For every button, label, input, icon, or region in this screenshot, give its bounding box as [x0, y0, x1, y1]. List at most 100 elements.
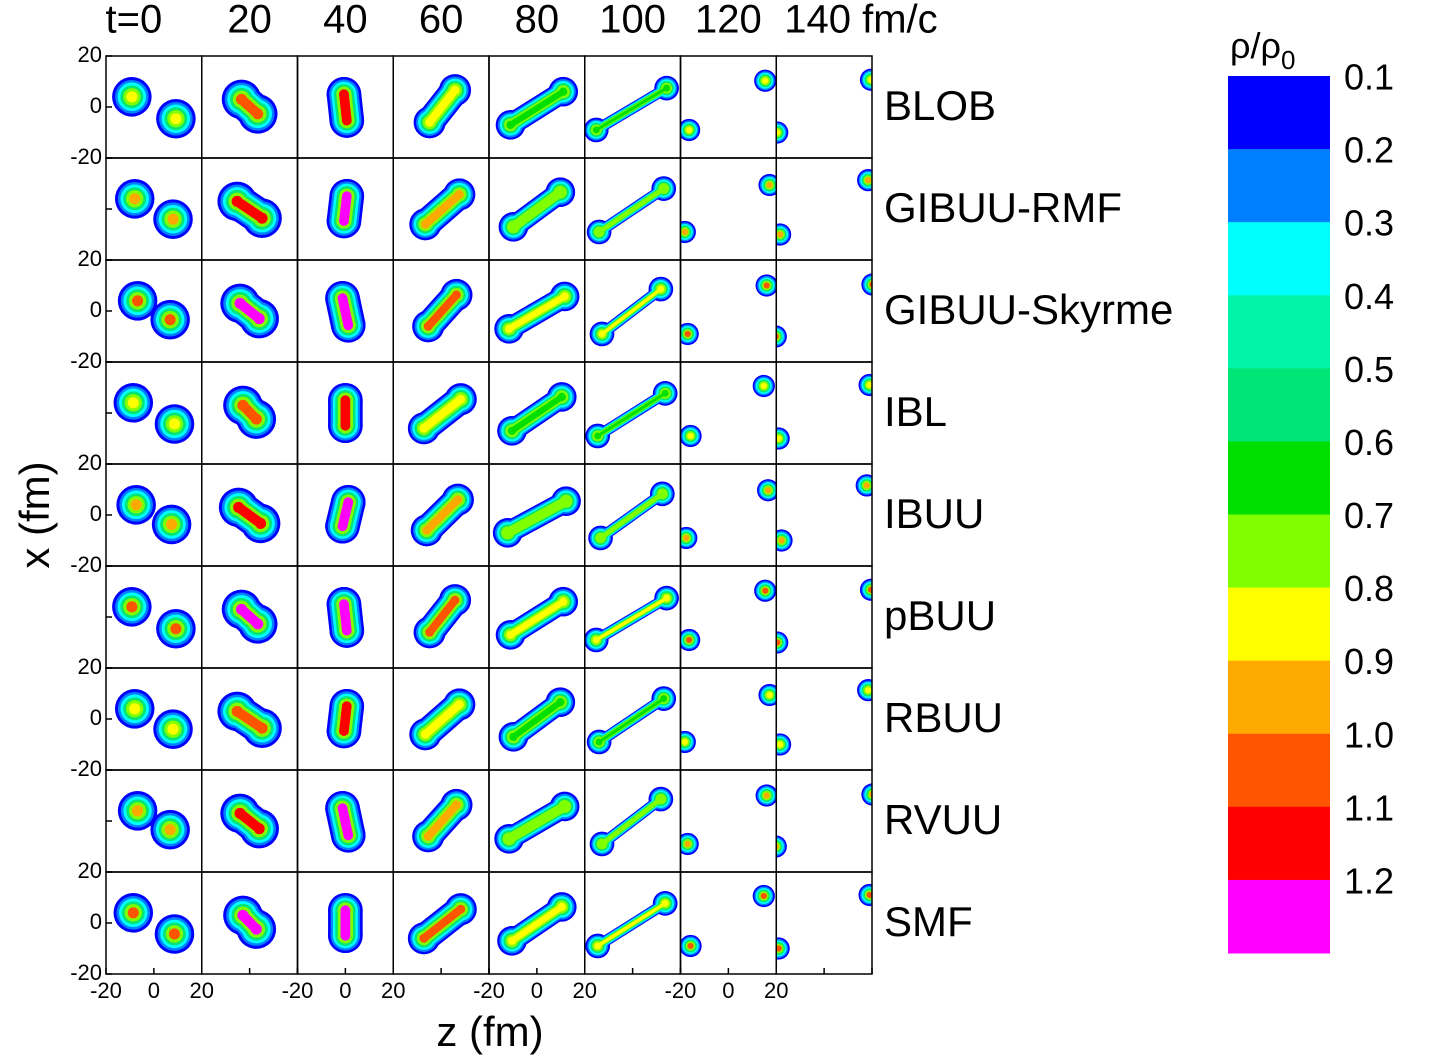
colorbar-label: 1.2: [1344, 860, 1394, 901]
x-tick-label: 20: [381, 978, 405, 1003]
density-contour: [253, 313, 265, 325]
y-tick-label: 0: [90, 93, 102, 118]
panel: [586, 686, 677, 755]
density-contour: [164, 824, 176, 836]
density-contour: [556, 698, 565, 707]
panel: [328, 382, 363, 444]
density-contour: [766, 691, 773, 699]
panel: [220, 793, 279, 849]
density-contour: [687, 432, 694, 440]
y-tick-label: 0: [90, 909, 102, 934]
density-contour: [422, 495, 462, 535]
density-contour: [450, 85, 460, 95]
density-contour: [255, 517, 267, 529]
density-contour: [598, 840, 606, 848]
panel: [117, 791, 190, 850]
density-contour: [867, 586, 872, 593]
density-contour: [419, 423, 429, 433]
y-tick-label: 20: [78, 246, 102, 271]
density-contour: [425, 117, 435, 127]
panel: [776, 474, 872, 552]
panel: [326, 688, 365, 749]
panel: [498, 177, 576, 242]
panel: [680, 579, 777, 652]
density-contour: [503, 528, 512, 538]
colorbar-band: [1228, 806, 1330, 881]
panel: [589, 786, 674, 857]
panel: [223, 385, 277, 439]
panel: [494, 281, 580, 344]
panel: [776, 273, 872, 348]
density-contour: [339, 599, 349, 610]
density-contour: [776, 129, 781, 136]
panel: [113, 893, 195, 954]
density-contour: [234, 807, 246, 819]
density-contour: [252, 108, 264, 120]
density-contour: [453, 495, 463, 505]
colorbar-label: 0.6: [1344, 422, 1394, 463]
y-tick-label: -20: [70, 552, 102, 577]
colorbar-title-main: ρ/ρ: [1230, 25, 1281, 66]
density-contour: [684, 840, 691, 848]
panel-frame: [679, 259, 777, 363]
density-contour: [419, 905, 465, 943]
density-contour: [661, 389, 669, 397]
density-contour: [600, 797, 663, 846]
density-contour: [166, 518, 178, 530]
density-contour: [597, 534, 605, 542]
density-contour: [561, 497, 571, 506]
panel: [326, 76, 365, 138]
density-contour: [450, 595, 460, 605]
density-contour: [559, 87, 568, 96]
x-tick-label: -20: [90, 978, 122, 1003]
density-contour: [506, 630, 515, 640]
density-contour: [127, 397, 139, 409]
column-label: 120: [695, 0, 762, 42]
density-contour: [168, 928, 180, 940]
density-contour: [256, 722, 268, 734]
density-contour: [766, 181, 773, 189]
density-contour: [340, 395, 351, 406]
panel: [221, 589, 278, 644]
x-tick-label: -20: [665, 978, 697, 1003]
density-contour: [250, 413, 262, 425]
density-contour: [237, 399, 249, 411]
panel-frame: [679, 463, 777, 567]
panel-frame: [775, 55, 873, 159]
density-contour: [683, 534, 690, 542]
density-contour: [760, 382, 767, 390]
density-contour: [510, 189, 564, 230]
colorbar-band: [1228, 222, 1330, 296]
panel-frame: [679, 769, 777, 873]
panel: [680, 479, 777, 550]
colorbar-band: [1228, 587, 1330, 662]
density-contour: [451, 290, 461, 300]
colorbar-label: 0.9: [1344, 641, 1394, 682]
density-contour: [594, 432, 602, 440]
density-contour: [778, 537, 785, 544]
panel: [680, 884, 775, 958]
x-tick-label: -20: [473, 978, 505, 1003]
panel: [776, 68, 872, 144]
density-contour: [425, 627, 435, 637]
density-contour: [762, 587, 769, 594]
panel: [328, 892, 363, 954]
panel: [114, 689, 193, 749]
density-contour: [684, 330, 691, 338]
density-contour: [557, 392, 566, 402]
density-contour: [504, 834, 514, 844]
y-tick-label: 0: [90, 501, 102, 526]
density-contour: [776, 945, 782, 952]
density-contour: [509, 732, 518, 742]
density-contour: [595, 228, 603, 236]
column-label: 140 fm/c: [784, 0, 937, 42]
panel: [325, 790, 366, 853]
colorbar-band: [1228, 514, 1330, 589]
panel-frame: [775, 565, 873, 669]
panel: [112, 77, 196, 139]
density-contour: [253, 823, 265, 835]
panel: [325, 484, 366, 544]
panel-frame: [679, 157, 777, 261]
density-contour: [594, 942, 602, 950]
colorbar-band: [1228, 660, 1330, 735]
